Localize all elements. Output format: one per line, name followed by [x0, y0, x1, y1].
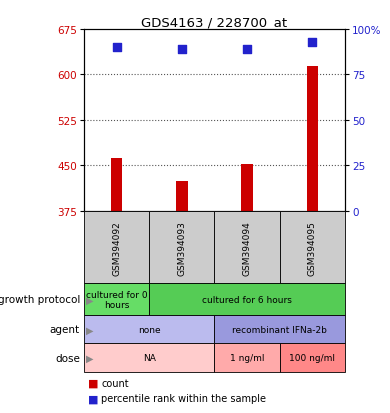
- Text: GSM394092: GSM394092: [112, 220, 121, 275]
- Text: cultured for 0
hours: cultured for 0 hours: [86, 290, 147, 309]
- Bar: [84, 284, 149, 316]
- Bar: [280, 211, 345, 284]
- Bar: [215, 316, 345, 344]
- Point: [309, 39, 316, 46]
- Bar: [111, 159, 122, 211]
- Text: GSM394095: GSM394095: [308, 220, 317, 275]
- Bar: [215, 344, 280, 372]
- Title: GDS4163 / 228700_at: GDS4163 / 228700_at: [142, 16, 287, 28]
- Bar: [149, 284, 345, 316]
- Text: dose: dose: [55, 353, 80, 363]
- Point: [179, 46, 185, 53]
- Text: 100 ng/ml: 100 ng/ml: [289, 353, 335, 362]
- Bar: [307, 66, 318, 211]
- Bar: [84, 211, 149, 284]
- Text: growth protocol: growth protocol: [0, 294, 80, 305]
- Text: ▶: ▶: [86, 353, 93, 363]
- Bar: [149, 211, 214, 284]
- Text: ▶: ▶: [86, 325, 93, 335]
- Text: NA: NA: [143, 353, 156, 362]
- Bar: [280, 344, 345, 372]
- Text: ■: ■: [88, 394, 98, 404]
- Bar: [176, 181, 188, 211]
- Bar: [84, 316, 215, 344]
- Point: [113, 45, 120, 51]
- Text: percentile rank within the sample: percentile rank within the sample: [101, 394, 266, 404]
- Text: 1 ng/ml: 1 ng/ml: [230, 353, 264, 362]
- Text: none: none: [138, 325, 161, 334]
- Text: recombinant IFNa-2b: recombinant IFNa-2b: [232, 325, 327, 334]
- Text: agent: agent: [50, 325, 80, 335]
- Text: GSM394093: GSM394093: [177, 220, 186, 275]
- Text: GSM394094: GSM394094: [243, 220, 252, 275]
- Point: [244, 46, 250, 53]
- Bar: [241, 165, 253, 211]
- Bar: [84, 344, 215, 372]
- Bar: [215, 211, 280, 284]
- Text: count: count: [101, 378, 129, 388]
- Text: ▶: ▶: [86, 294, 93, 305]
- Text: cultured for 6 hours: cultured for 6 hours: [202, 295, 292, 304]
- Text: ■: ■: [88, 378, 98, 388]
